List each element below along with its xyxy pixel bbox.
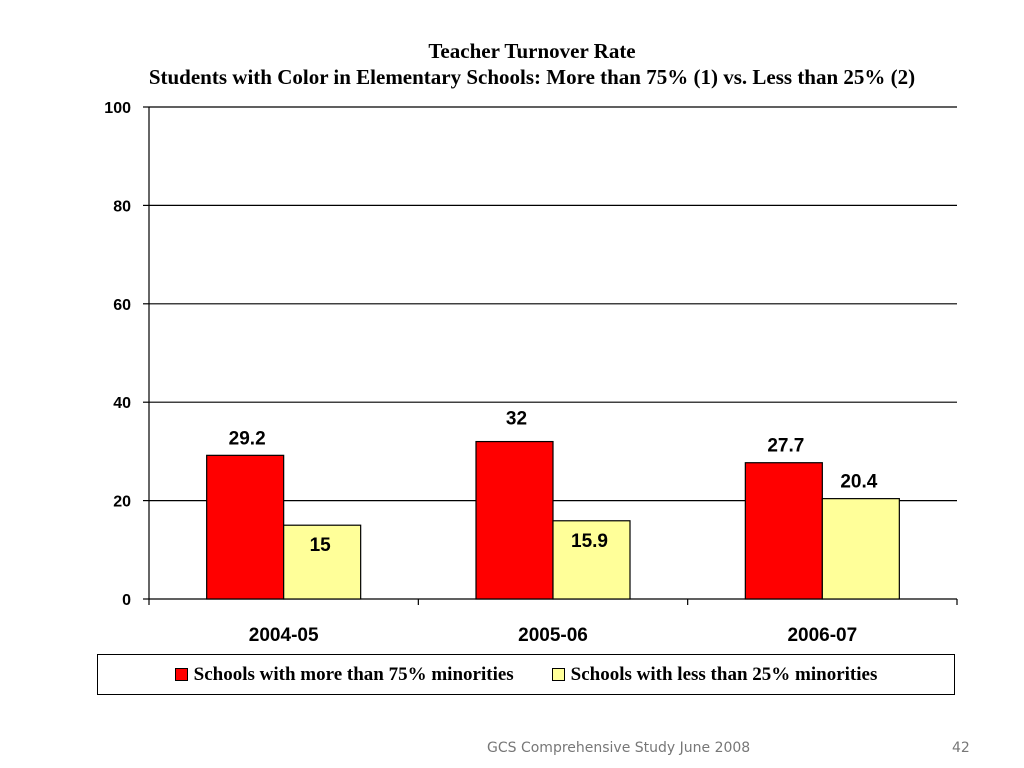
chart-legend: Schools with more than 75% minorities Sc… bbox=[97, 654, 955, 695]
footer-page-number: 42 bbox=[952, 740, 970, 756]
data-label: 15 bbox=[310, 535, 332, 556]
legend-swatch-series-2 bbox=[551, 668, 565, 681]
legend-entry-series-2: Schools with less than 25% minorities bbox=[551, 663, 878, 686]
y-tick-label: 0 bbox=[122, 592, 131, 609]
x-tick-label: 2004-05 bbox=[249, 625, 319, 646]
y-tick-label: 20 bbox=[113, 494, 131, 511]
y-tick-label: 100 bbox=[104, 100, 131, 117]
bar-series-1 bbox=[475, 440, 554, 600]
data-label: 15.9 bbox=[571, 531, 608, 552]
bar-series-2 bbox=[552, 520, 631, 600]
chart-title: Teacher Turnover Rate bbox=[428, 39, 636, 63]
bar-series-2 bbox=[283, 524, 362, 600]
legend-label-series-2: Schools with less than 25% minorities bbox=[570, 663, 878, 685]
x-tick-label: 2005-06 bbox=[518, 625, 588, 646]
chart-title-block: Teacher Turnover Rate Students with Colo… bbox=[0, 38, 1024, 90]
legend-label-series-1: Schools with more than 75% minorities bbox=[193, 663, 514, 685]
y-tick-label: 40 bbox=[113, 395, 131, 412]
legend-swatch-series-1 bbox=[174, 668, 188, 681]
data-label: 27.7 bbox=[767, 436, 804, 457]
footer-source: GCS Comprehensive Study June 2008 bbox=[487, 740, 751, 756]
data-label: 32 bbox=[506, 409, 527, 430]
legend-entry-series-1: Schools with more than 75% minorities bbox=[174, 663, 514, 686]
data-label: 20.4 bbox=[840, 472, 877, 493]
bar-series-2 bbox=[821, 498, 900, 600]
bar-series-1 bbox=[744, 462, 823, 600]
y-tick-label: 80 bbox=[113, 198, 131, 215]
data-label: 29.2 bbox=[229, 428, 266, 449]
chart-subtitle: Students with Color in Elementary School… bbox=[148, 65, 916, 89]
y-tick-label: 60 bbox=[113, 297, 131, 314]
bar-series-1 bbox=[206, 454, 285, 600]
x-tick-label: 2006-07 bbox=[787, 625, 857, 646]
